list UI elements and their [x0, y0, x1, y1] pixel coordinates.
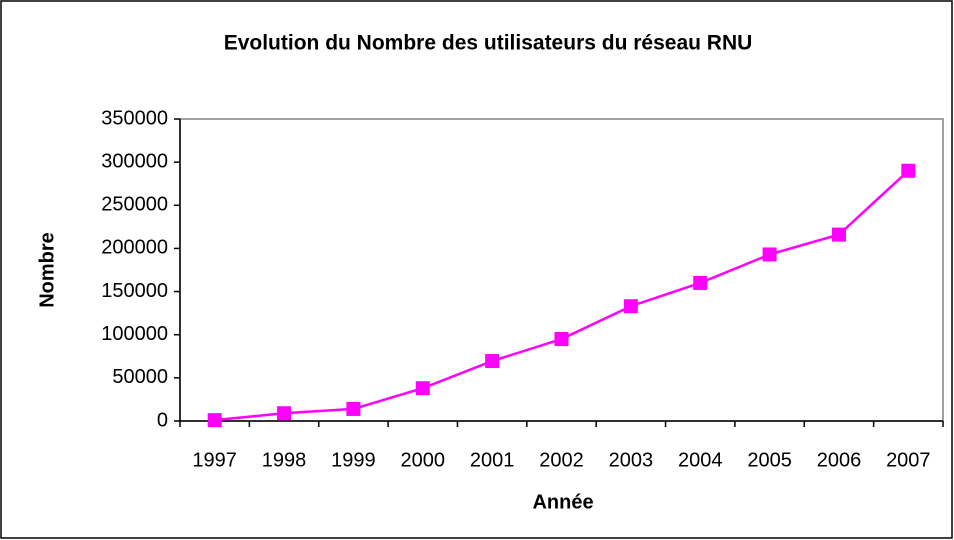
point-marker	[346, 401, 361, 416]
x-axis-label: Année	[532, 491, 593, 513]
y-tick-label: 250000	[101, 194, 168, 216]
point-marker	[901, 163, 916, 178]
y-tick-label: 0	[157, 409, 168, 431]
y-tick-label: 150000	[101, 280, 168, 302]
point-marker	[693, 275, 708, 290]
y-axis-label: Nombre	[36, 232, 58, 308]
x-tick-label: 1999	[331, 449, 376, 471]
x-tick-label: 2005	[747, 449, 792, 471]
point-marker	[277, 406, 292, 421]
x-tick-label: 2001	[470, 449, 515, 471]
point-marker	[415, 381, 430, 396]
x-tick-label: 2006	[817, 449, 862, 471]
x-tick-label: 1997	[192, 449, 237, 471]
x-tick-label: 2002	[539, 449, 584, 471]
plot-area	[179, 118, 944, 422]
y-tick-label: 50000	[112, 366, 168, 388]
y-tick-label: 350000	[101, 107, 168, 129]
point-marker	[207, 413, 222, 428]
x-tick-label: 2003	[609, 449, 654, 471]
x-tick-label: 2007	[886, 449, 931, 471]
x-tick-label: 2004	[678, 449, 723, 471]
point-marker	[554, 332, 569, 347]
y-tick-label: 100000	[101, 323, 168, 345]
point-marker	[831, 227, 846, 242]
y-tick-label: 300000	[101, 150, 168, 172]
x-tick-label: 2000	[401, 449, 446, 471]
x-tick-label: 1998	[262, 449, 307, 471]
point-marker	[762, 247, 777, 262]
point-marker	[623, 299, 638, 314]
y-tick-label: 200000	[101, 237, 168, 259]
point-marker	[485, 354, 500, 369]
chart-title: Evolution du Nombre des utilisateurs du …	[224, 32, 753, 55]
